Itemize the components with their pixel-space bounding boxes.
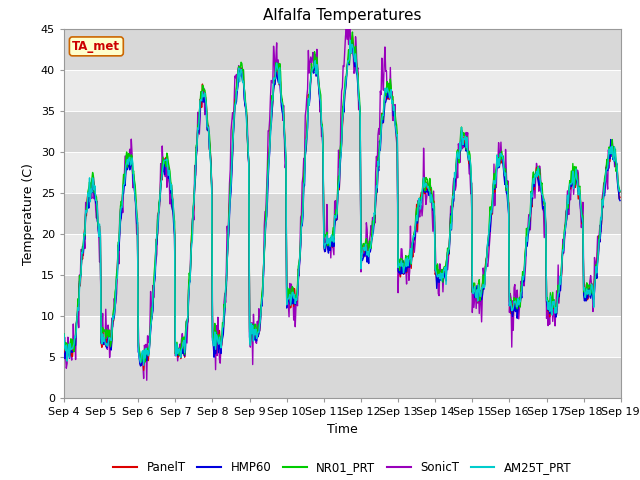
- Bar: [64, 193, 621, 234]
- AM25T_PRT: [428, 192, 435, 198]
- SonicT: [342, 26, 350, 32]
- AM25T_PRT: [412, 225, 419, 230]
- NR01_PRT: [428, 185, 435, 191]
- NR01_PRT: [127, 152, 135, 157]
- SonicT: [143, 377, 150, 383]
- SonicT: [70, 340, 78, 346]
- AM25T_PRT: [127, 160, 135, 166]
- Bar: [64, 29, 621, 70]
- HMP60: [412, 234, 419, 240]
- NR01_PRT: [616, 189, 624, 195]
- HMP60: [127, 155, 135, 161]
- AM25T_PRT: [140, 362, 147, 368]
- HMP60: [70, 348, 78, 354]
- NR01_PRT: [70, 349, 78, 355]
- HMP60: [348, 39, 356, 45]
- Bar: [64, 275, 621, 316]
- HMP60: [616, 198, 624, 204]
- Line: SonicT: SonicT: [64, 29, 620, 380]
- AM25T_PRT: [185, 293, 193, 299]
- SonicT: [60, 336, 68, 342]
- PanelT: [70, 347, 78, 353]
- AM25T_PRT: [346, 37, 354, 43]
- PanelT: [140, 367, 147, 373]
- NR01_PRT: [185, 285, 193, 291]
- Bar: [64, 70, 621, 111]
- Line: AM25T_PRT: AM25T_PRT: [64, 40, 620, 365]
- PanelT: [185, 294, 193, 300]
- PanelT: [616, 194, 624, 200]
- NR01_PRT: [140, 359, 147, 365]
- Bar: [64, 152, 621, 193]
- NR01_PRT: [214, 332, 221, 338]
- Bar: [64, 111, 621, 152]
- Y-axis label: Temperature (C): Temperature (C): [22, 163, 35, 264]
- X-axis label: Time: Time: [327, 423, 358, 436]
- SonicT: [185, 288, 193, 293]
- PanelT: [60, 346, 68, 351]
- PanelT: [214, 338, 221, 344]
- HMP60: [137, 363, 145, 369]
- HMP60: [214, 335, 221, 340]
- NR01_PRT: [412, 226, 419, 232]
- NR01_PRT: [349, 29, 356, 35]
- SonicT: [214, 314, 221, 320]
- SonicT: [412, 240, 419, 246]
- Line: PanelT: PanelT: [64, 36, 620, 370]
- HMP60: [185, 300, 193, 305]
- PanelT: [127, 160, 135, 166]
- HMP60: [428, 193, 435, 199]
- SonicT: [616, 189, 624, 195]
- Line: HMP60: HMP60: [64, 42, 620, 366]
- SonicT: [127, 136, 135, 142]
- Line: NR01_PRT: NR01_PRT: [64, 32, 620, 362]
- Text: TA_met: TA_met: [72, 40, 120, 53]
- SonicT: [428, 189, 435, 195]
- AM25T_PRT: [214, 339, 221, 345]
- Bar: [64, 316, 621, 357]
- AM25T_PRT: [70, 341, 78, 347]
- Bar: [64, 357, 621, 398]
- Bar: [64, 234, 621, 275]
- AM25T_PRT: [616, 188, 624, 193]
- PanelT: [349, 33, 356, 38]
- NR01_PRT: [60, 331, 68, 337]
- Title: Alfalfa Temperatures: Alfalfa Temperatures: [263, 9, 422, 24]
- PanelT: [412, 225, 419, 231]
- HMP60: [60, 350, 68, 356]
- Legend: PanelT, HMP60, NR01_PRT, SonicT, AM25T_PRT: PanelT, HMP60, NR01_PRT, SonicT, AM25T_P…: [109, 456, 576, 479]
- PanelT: [428, 191, 435, 196]
- AM25T_PRT: [60, 332, 68, 337]
